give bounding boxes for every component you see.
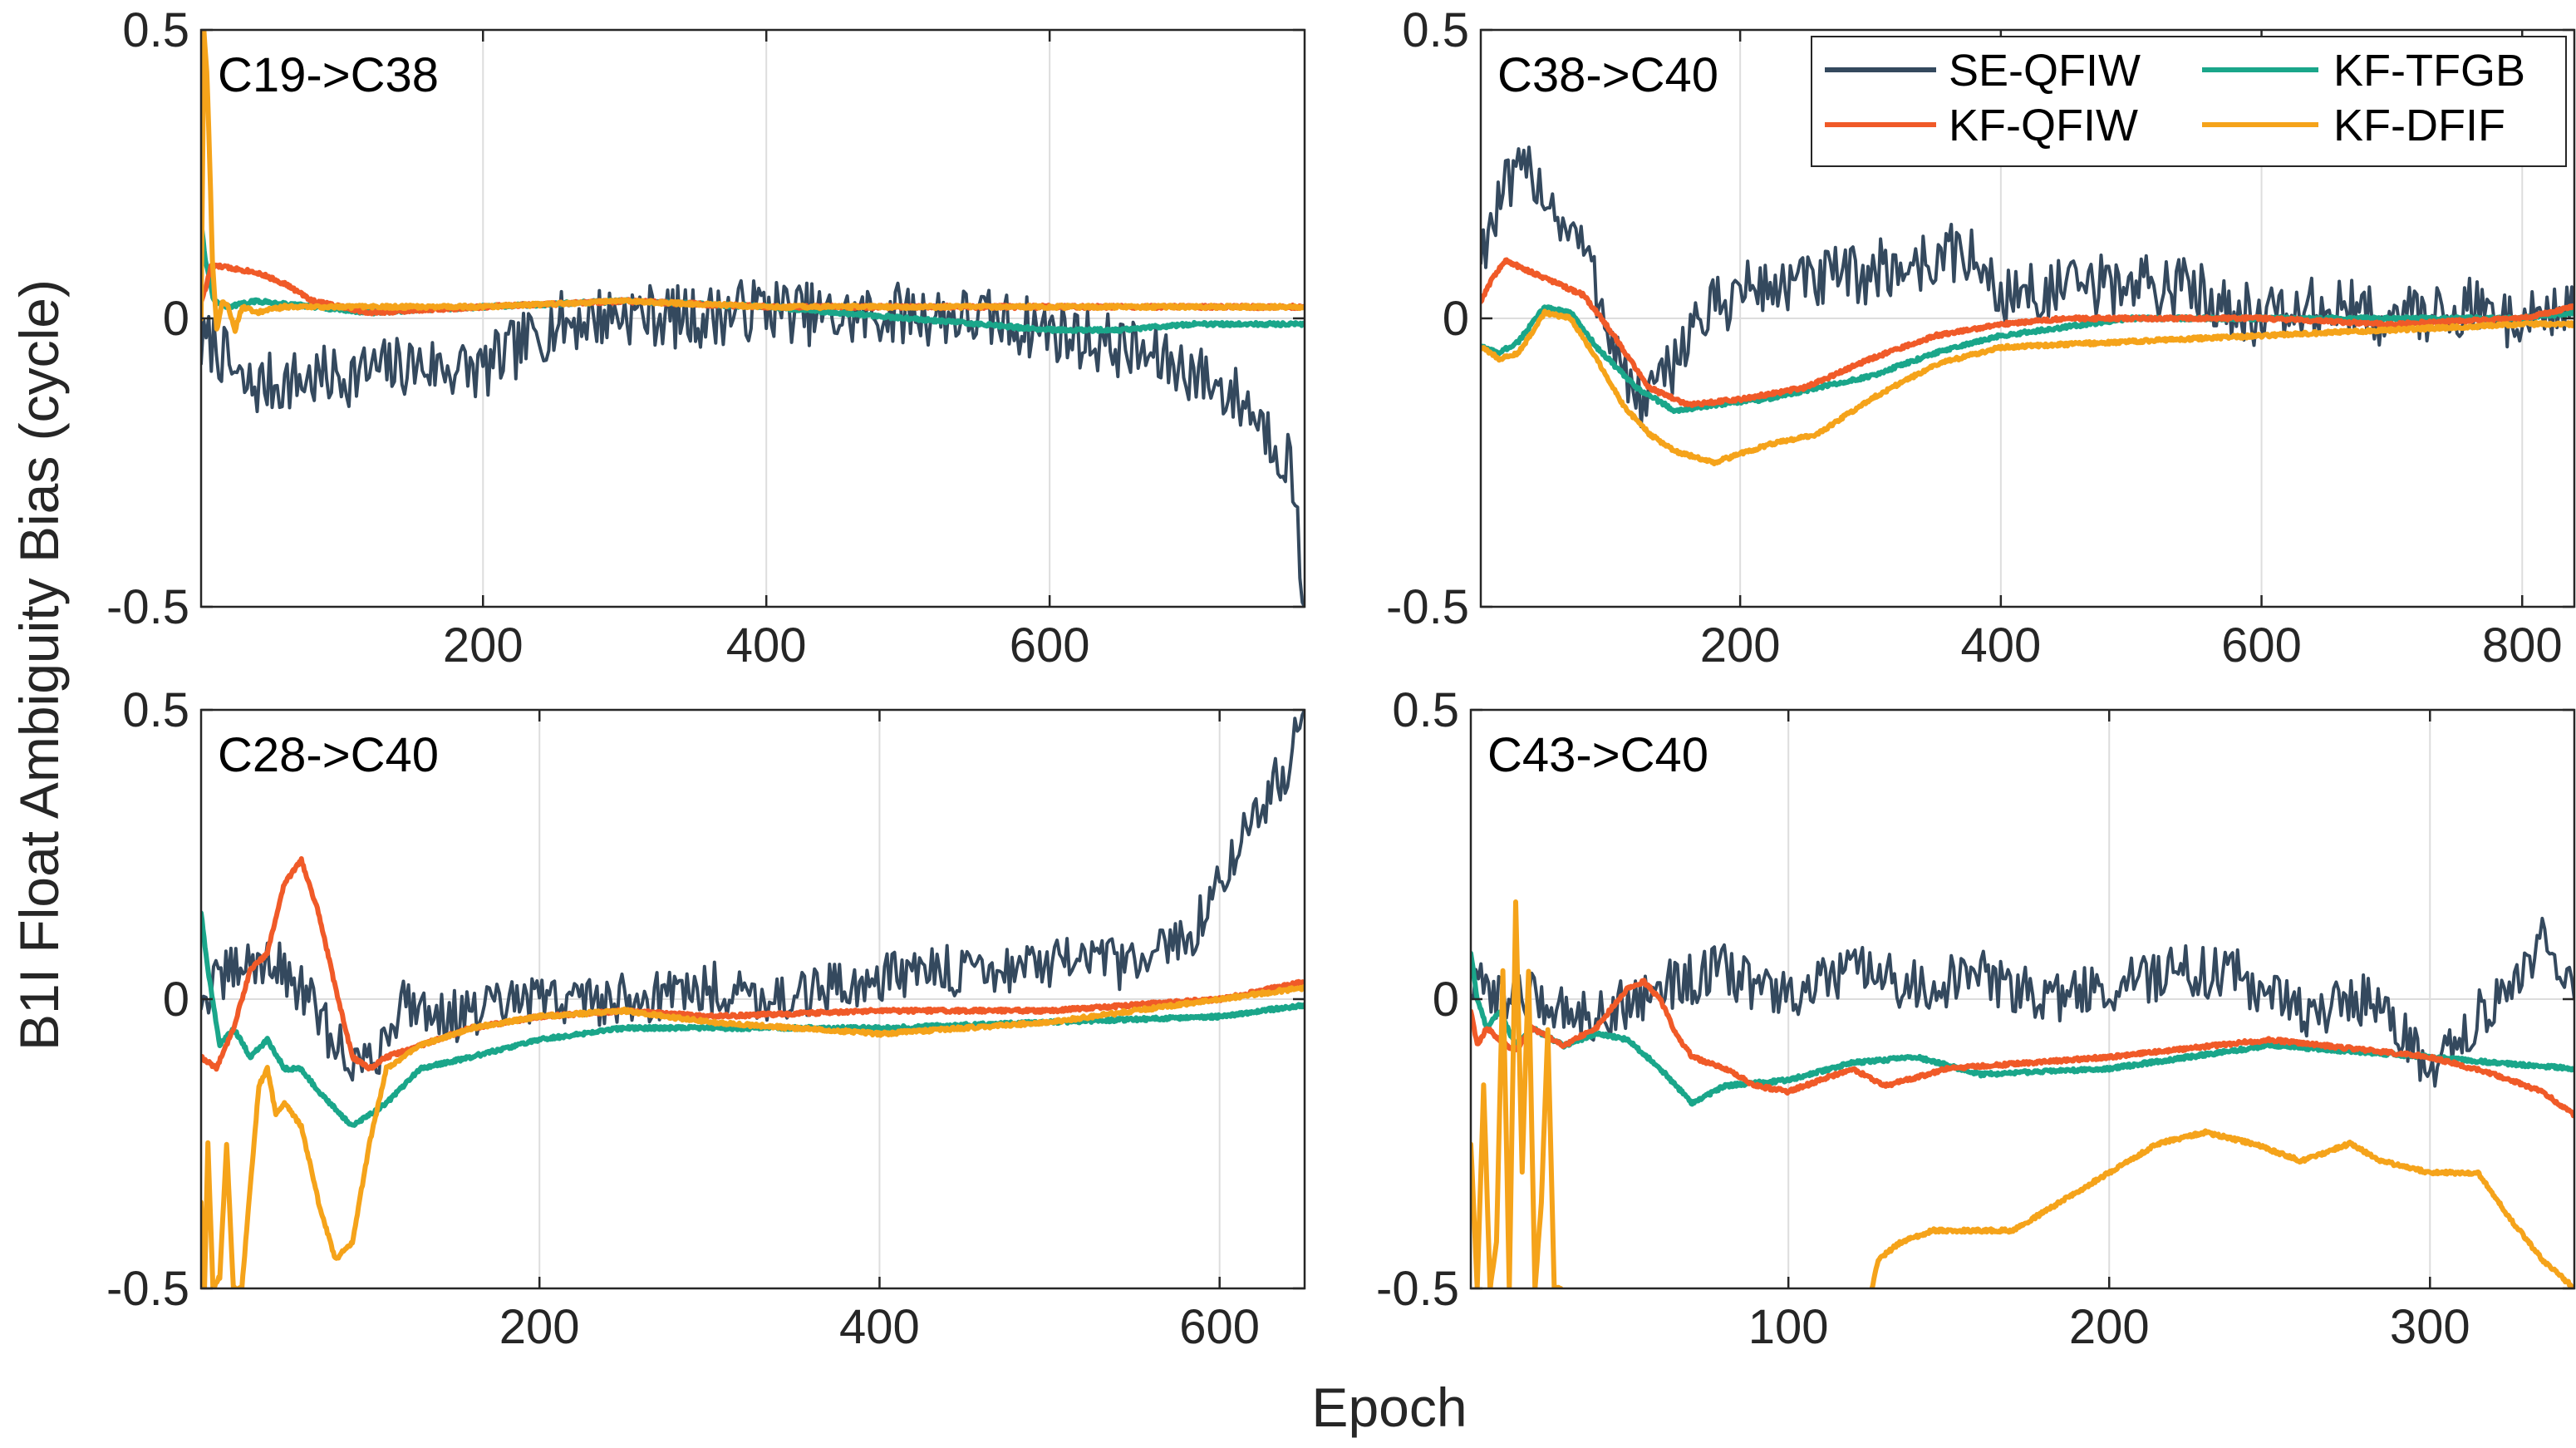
y-tick-label: 0.5	[122, 3, 189, 57]
panel-c19-c38: 200 400 600 -0.5 0 0.5 C19->C38	[106, 3, 1306, 672]
y-tick-label: 0	[163, 292, 189, 346]
y-tick-label: 0	[163, 973, 189, 1027]
panel-title: C43->C40	[1487, 728, 1708, 782]
series-group	[201, 710, 1305, 1288]
y-tick-label: 0.5	[1402, 3, 1469, 57]
legend-label-se-qfiw: SE-QFIW	[1949, 46, 2141, 96]
legend-box	[1811, 36, 2567, 167]
legend-label-kf-tfgb: KF-TFGB	[2333, 46, 2525, 96]
series-line-kf-qfiw	[201, 856, 1305, 1072]
series-group	[1481, 145, 2574, 466]
series-line-kf-qfiw	[1481, 257, 2574, 408]
legend-label-kf-dfif: KF-DFIF	[2333, 101, 2505, 150]
x-tick-label: 100	[1748, 1300, 1829, 1354]
series-line-kf-dfif	[1471, 899, 1564, 1288]
y-tick-label: 0.5	[122, 683, 189, 737]
series-line-kf-dfif	[1481, 308, 2574, 466]
y-tick-label: -0.5	[1386, 580, 1469, 634]
series-line-se-qfiw	[1471, 916, 2574, 1088]
x-tick-label: 600	[1010, 618, 1090, 672]
x-tick-label: 600	[2221, 618, 2302, 672]
series-line-se-qfiw	[201, 278, 1305, 607]
x-tick-label: 200	[2069, 1300, 2150, 1354]
legend-label-kf-qfiw: KF-QFIW	[1949, 101, 2138, 150]
series-group	[1471, 899, 2574, 1288]
panel-c28-c40: 200 400 600 -0.5 0 0.5 C28->C40	[106, 683, 1306, 1354]
x-tick-label: 200	[443, 618, 524, 672]
series-line-kf-tfgb	[1481, 304, 2574, 414]
y-tick-label: 0.5	[1392, 683, 1459, 737]
x-tick-label: 300	[2390, 1300, 2470, 1354]
x-axis-label: Epoch	[1311, 1377, 1467, 1438]
y-tick-label: -0.5	[106, 1262, 189, 1316]
series-line-kf-dfif	[201, 984, 1305, 1288]
y-axis-label: B1I Float Ambiguity Bias (cycle)	[8, 279, 70, 1051]
x-tick-label: 400	[839, 1300, 920, 1354]
legend: SE-QFIW KF-TFGB KF-QFIW KF-DFIF	[1811, 36, 2567, 167]
series-line-kf-dfif	[1869, 1128, 2574, 1288]
series-line-se-qfiw	[1481, 145, 2574, 429]
y-tick-label: -0.5	[1376, 1262, 1459, 1316]
series-line-kf-dfif	[201, 30, 1305, 334]
panel-title: C38->C40	[1497, 48, 1718, 102]
series-line-se-qfiw	[201, 710, 1305, 1082]
x-tick-label: 200	[499, 1300, 580, 1354]
series-group	[201, 30, 1305, 607]
panel-c43-c40: 100 200 300 -0.5 0 0.5 C43->C40	[1376, 683, 2576, 1354]
x-tick-label: 600	[1179, 1300, 1260, 1354]
x-tick-label: 400	[726, 618, 807, 672]
x-tick-label: 800	[2482, 618, 2563, 672]
y-tick-label: 0	[1433, 973, 1459, 1027]
y-tick-label: 0	[1443, 292, 1469, 346]
panel-title: C19->C38	[218, 48, 439, 102]
x-tick-label: 400	[1960, 618, 2041, 672]
series-line-kf-qfiw	[1471, 978, 2574, 1119]
x-tick-label: 200	[1700, 618, 1781, 672]
y-tick-label: -0.5	[106, 580, 189, 634]
panel-title: C28->C40	[218, 728, 439, 782]
